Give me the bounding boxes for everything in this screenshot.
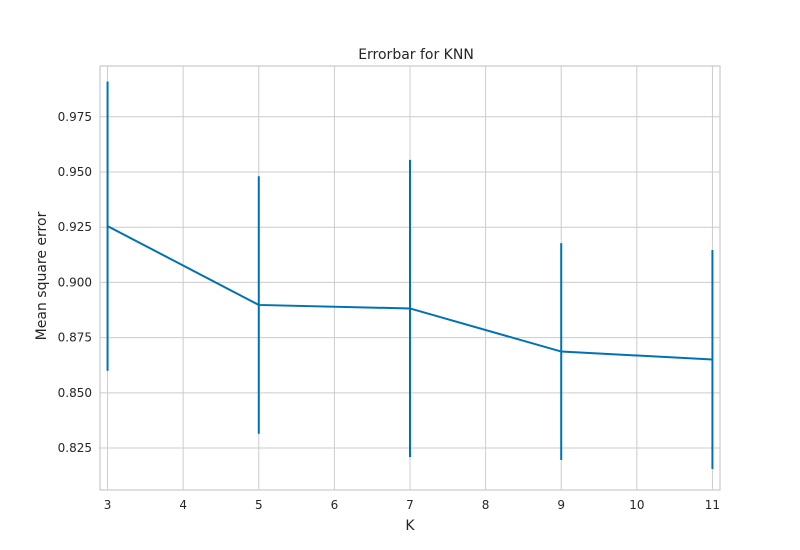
x-axis-ticks: 3 4 5 6 7 8 9 10 11 xyxy=(104,498,720,512)
plot-frame xyxy=(99,65,721,491)
y-tick-label: 0.975 xyxy=(58,110,92,124)
series-line xyxy=(107,225,713,361)
x-tick-label: 11 xyxy=(705,498,720,512)
x-tick-label: 10 xyxy=(629,498,644,512)
y-tick-label: 0.875 xyxy=(58,331,92,345)
y-tick-label: 0.825 xyxy=(58,441,92,455)
plot-border xyxy=(99,65,721,491)
x-tick-label: 7 xyxy=(406,498,414,512)
x-tick-label: 4 xyxy=(179,498,187,512)
series-lines xyxy=(107,225,713,361)
y-tick-label: 0.850 xyxy=(58,386,92,400)
x-tick-label: 9 xyxy=(557,498,565,512)
x-axis-label: K xyxy=(405,518,415,534)
y-axis-ticks: 0.825 0.850 0.875 0.900 0.925 0.950 0.975 xyxy=(58,110,92,455)
chart-title: Errorbar for KNN xyxy=(358,47,474,63)
y-tick-label: 0.950 xyxy=(58,165,92,179)
y-axis-label: Mean square error xyxy=(34,211,50,340)
y-tick-label: 0.925 xyxy=(58,220,92,234)
y-tick-label: 0.900 xyxy=(58,275,92,289)
x-tick-label: 8 xyxy=(482,498,490,512)
x-tick-label: 5 xyxy=(255,498,263,512)
x-tick-label: 6 xyxy=(331,498,339,512)
x-tick-label: 3 xyxy=(104,498,112,512)
